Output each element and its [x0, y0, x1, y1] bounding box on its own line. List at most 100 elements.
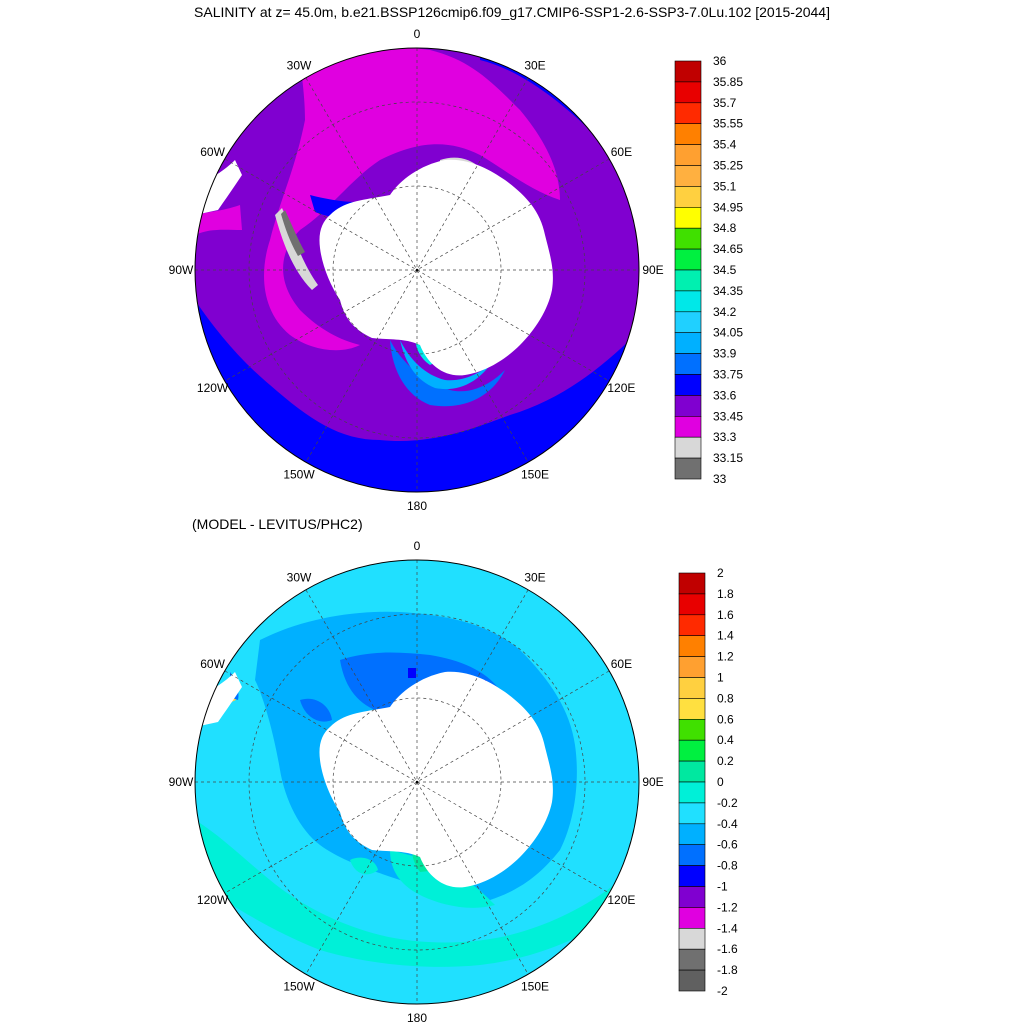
colorbar-swatch	[678, 886, 706, 908]
colorbar-label: 0	[717, 775, 724, 789]
colorbar-label: 33	[713, 472, 727, 486]
colorbar-label: -1.4	[717, 921, 738, 935]
longitude-label: 120W	[197, 893, 229, 907]
south-america-land	[195, 160, 242, 215]
colorbar-label: -1.6	[717, 942, 738, 956]
longitude-label: 60E	[611, 657, 632, 671]
colorbar-label: 1.2	[717, 650, 734, 664]
colorbar-label: 0.6	[717, 712, 734, 726]
colorbar-swatch	[674, 248, 702, 271]
longitude-label: 180	[407, 1011, 427, 1024]
colorbar-label: 2	[717, 566, 724, 580]
colorbar-label: -2	[717, 984, 728, 998]
salinity-colorbar: 36 35.85 35.7 35.55 35.4 35.25 35.1 34.95 34.8 34…	[674, 54, 743, 486]
colorbar-swatch	[678, 760, 706, 783]
colorbar-swatch	[674, 207, 702, 229]
colorbar-label: 35.25	[713, 159, 743, 173]
colorbar-label: 34.05	[713, 326, 743, 340]
longitude-label: 120E	[607, 381, 635, 395]
colorbar-label: 34.95	[713, 200, 743, 214]
colorbar-swatch	[674, 269, 702, 292]
colorbar-label: 1.8	[717, 587, 734, 601]
salinity-map: 0 30E 60E 90E 120E 150E 180 150W 120W 90W 60W 30W 3…	[169, 27, 744, 513]
colorbar-swatch	[674, 332, 702, 354]
longitude-label: 90W	[169, 775, 194, 789]
colorbar-label: 33.9	[713, 347, 737, 361]
longitude-label: 30W	[287, 571, 312, 585]
difference-map: 0 30E 60E 90E 120E 150E 180 150W 120W 90W 60W 30W 2…	[169, 539, 738, 1024]
salinity-map-border	[194, 47, 640, 493]
longitude-label: 150E	[521, 467, 549, 481]
longitude-label: 150W	[283, 979, 315, 993]
longitude-label: 0	[414, 539, 421, 553]
colorbar-label: 0.8	[717, 691, 734, 705]
colorbar-swatch	[678, 907, 706, 929]
low-salinity-region	[195, 300, 639, 492]
colorbar-swatch	[678, 948, 706, 971]
colorbar-label: 35.7	[713, 96, 737, 110]
colorbar-swatch	[674, 436, 702, 459]
colorbar-swatch	[678, 656, 706, 678]
high-salinity-region	[264, 48, 560, 351]
colorbar-swatch	[678, 718, 706, 741]
colorbar-label: 34.2	[713, 305, 737, 319]
colorbar-label: 33.6	[713, 388, 737, 402]
colorbar-swatch	[674, 123, 702, 145]
colorbar-label: -0.4	[717, 817, 738, 831]
colorbar-label: 33.3	[713, 430, 737, 444]
longitude-label: 60W	[200, 657, 225, 671]
south-america-land-diff	[195, 672, 242, 727]
antarctica-land-diff	[319, 671, 553, 888]
longitude-label: 120E	[607, 893, 635, 907]
colorbar-label: 34.8	[713, 221, 737, 235]
colorbar-swatch	[674, 227, 702, 250]
colorbar-swatch	[674, 457, 702, 480]
colorbar-label: 34.35	[713, 284, 743, 298]
colorbar-label: 36	[713, 54, 727, 68]
antarctica-land	[319, 159, 553, 376]
colorbar-label: 33.15	[713, 451, 743, 465]
colorbar-swatch	[674, 311, 702, 333]
colorbar-swatch	[678, 614, 706, 636]
colorbar-swatch	[678, 865, 706, 887]
difference-map-border	[194, 559, 640, 1005]
colorbar-swatch	[674, 353, 702, 375]
longitude-label: 120W	[197, 381, 229, 395]
colorbar-swatch	[674, 102, 702, 125]
colorbar-label: 33.75	[713, 368, 743, 382]
longitude-label: 30E	[524, 571, 545, 585]
longitude-label: 30E	[524, 59, 545, 73]
colorbar-swatch	[678, 739, 706, 762]
colorbar-label: 35.1	[713, 179, 737, 193]
colorbar-label: -1	[717, 880, 728, 894]
colorbar-swatch	[674, 144, 702, 166]
colorbar-label: 0.2	[717, 754, 734, 768]
colorbar-swatch	[674, 415, 702, 438]
colorbar-label: -0.2	[717, 796, 738, 810]
difference-subtitle: (MODEL - LEVITUS/PHC2)	[192, 516, 363, 532]
colorbar-label: 33.45	[713, 409, 743, 423]
colorbar-swatch	[674, 81, 702, 104]
longitude-label: 60W	[200, 145, 225, 159]
colorbar-swatch	[674, 165, 702, 187]
longitude-label: 90E	[642, 775, 663, 789]
colorbar-swatch	[678, 781, 706, 804]
colorbar-label: 0.4	[717, 733, 734, 747]
longitude-label: 180	[407, 499, 427, 513]
colorbar-label: 35.55	[713, 117, 743, 131]
longitude-label: 150E	[521, 979, 549, 993]
colorbar-label: -1.2	[717, 900, 738, 914]
colorbar-swatch	[678, 969, 706, 992]
colorbar-label: 1	[717, 671, 724, 685]
colorbar-swatch	[678, 698, 706, 720]
colorbar-label: -0.6	[717, 838, 738, 852]
colorbar-label: 34.5	[713, 263, 737, 277]
colorbar-swatch	[678, 677, 706, 699]
longitude-label: 30W	[287, 59, 312, 73]
colorbar-swatch	[678, 802, 706, 825]
longitude-label: 90W	[169, 263, 194, 277]
longitude-label: 90E	[642, 263, 663, 277]
colorbar-swatch	[674, 395, 702, 417]
colorbar-label: 35.4	[713, 138, 737, 152]
